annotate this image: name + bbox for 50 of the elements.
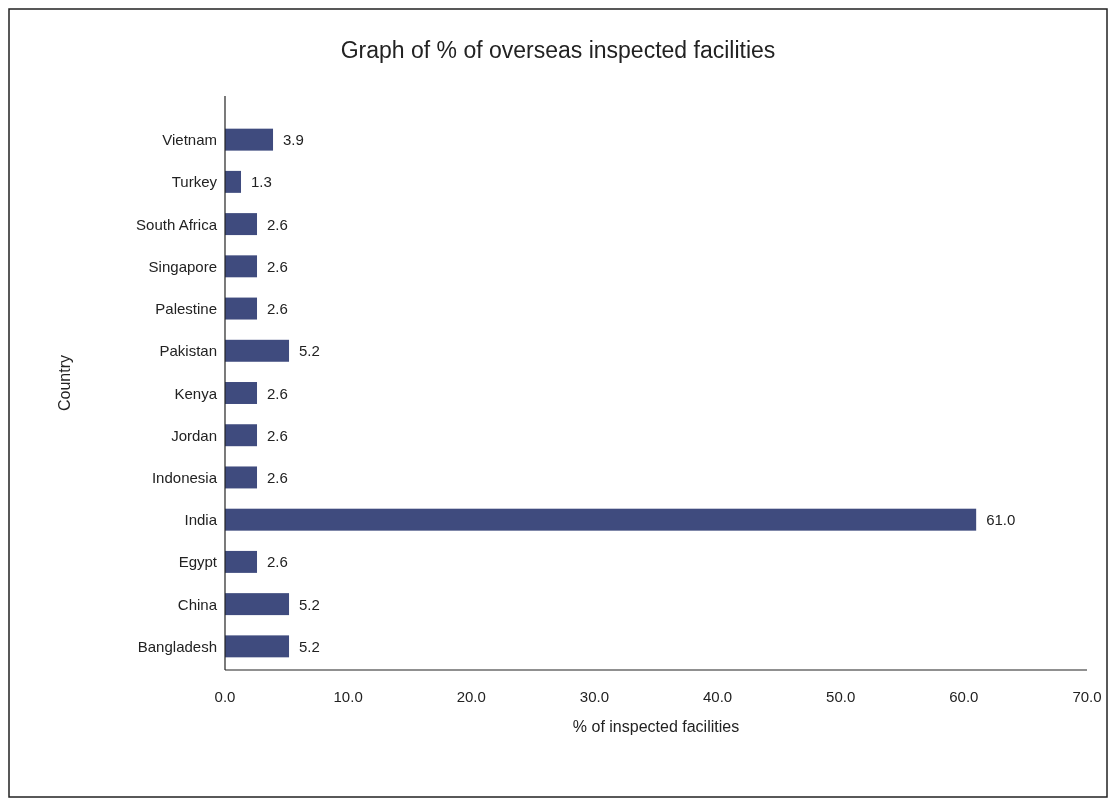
data-label: 5.2 [299,342,320,360]
y-tick-label: Kenya [174,384,218,402]
data-label: 2.6 [267,215,288,233]
data-label: 2.6 [267,426,288,444]
bar [225,508,977,531]
data-label: 2.6 [267,257,288,275]
x-tick-label: 60.0 [949,688,979,705]
y-tick-label: Bangladesh [137,637,217,655]
bar [225,339,290,362]
bar [225,382,258,404]
data-label: 2.6 [267,553,288,571]
bar [225,213,258,236]
data-label: 3.9 [283,131,304,149]
bar [225,297,258,320]
x-tick-label: 30.0 [579,688,610,705]
x-tick-label: 40.0 [702,688,733,705]
bar [225,255,258,278]
chart-title: Graph of % of overseas inspected facilities [340,37,776,63]
x-tick-label: 20.0 [456,688,486,705]
bar [225,593,290,616]
y-tick-label: India [184,511,218,529]
y-tick-label: Singapore [148,257,217,275]
bar [225,128,274,151]
data-label: 2.6 [267,300,288,318]
y-tick-label: Egypt [178,553,218,571]
data-label: 2.6 [267,384,288,402]
x-axis-title: % of inspected facilities [572,718,740,735]
data-label: 2.6 [267,468,288,486]
data-label: 1.3 [251,173,272,191]
y-tick-label: Palestine [155,300,217,318]
bar [225,170,242,193]
bar [225,424,258,447]
y-tick-label: Vietnam [162,131,217,149]
x-tick-label: 0.0 [214,688,236,705]
y-tick-label: Indonesia [151,468,218,486]
x-tick-label: 10.0 [333,688,363,705]
x-tick-label: 70.0 [1072,688,1102,705]
bar [225,550,258,573]
data-label: 5.2 [299,595,320,613]
data-label: 5.2 [299,637,320,655]
bar [225,466,258,489]
y-tick-label: Pakistan [159,342,217,360]
bar [225,635,290,658]
y-tick-label: Turkey [171,173,218,191]
y-tick-label: South Africa [136,215,218,233]
y-tick-label: China [177,595,218,613]
data-label: 61.0 [986,511,1016,529]
y-axis-title: Country [56,354,73,412]
x-tick-label: 50.0 [826,688,856,705]
y-tick-label: Jordan [171,426,217,444]
